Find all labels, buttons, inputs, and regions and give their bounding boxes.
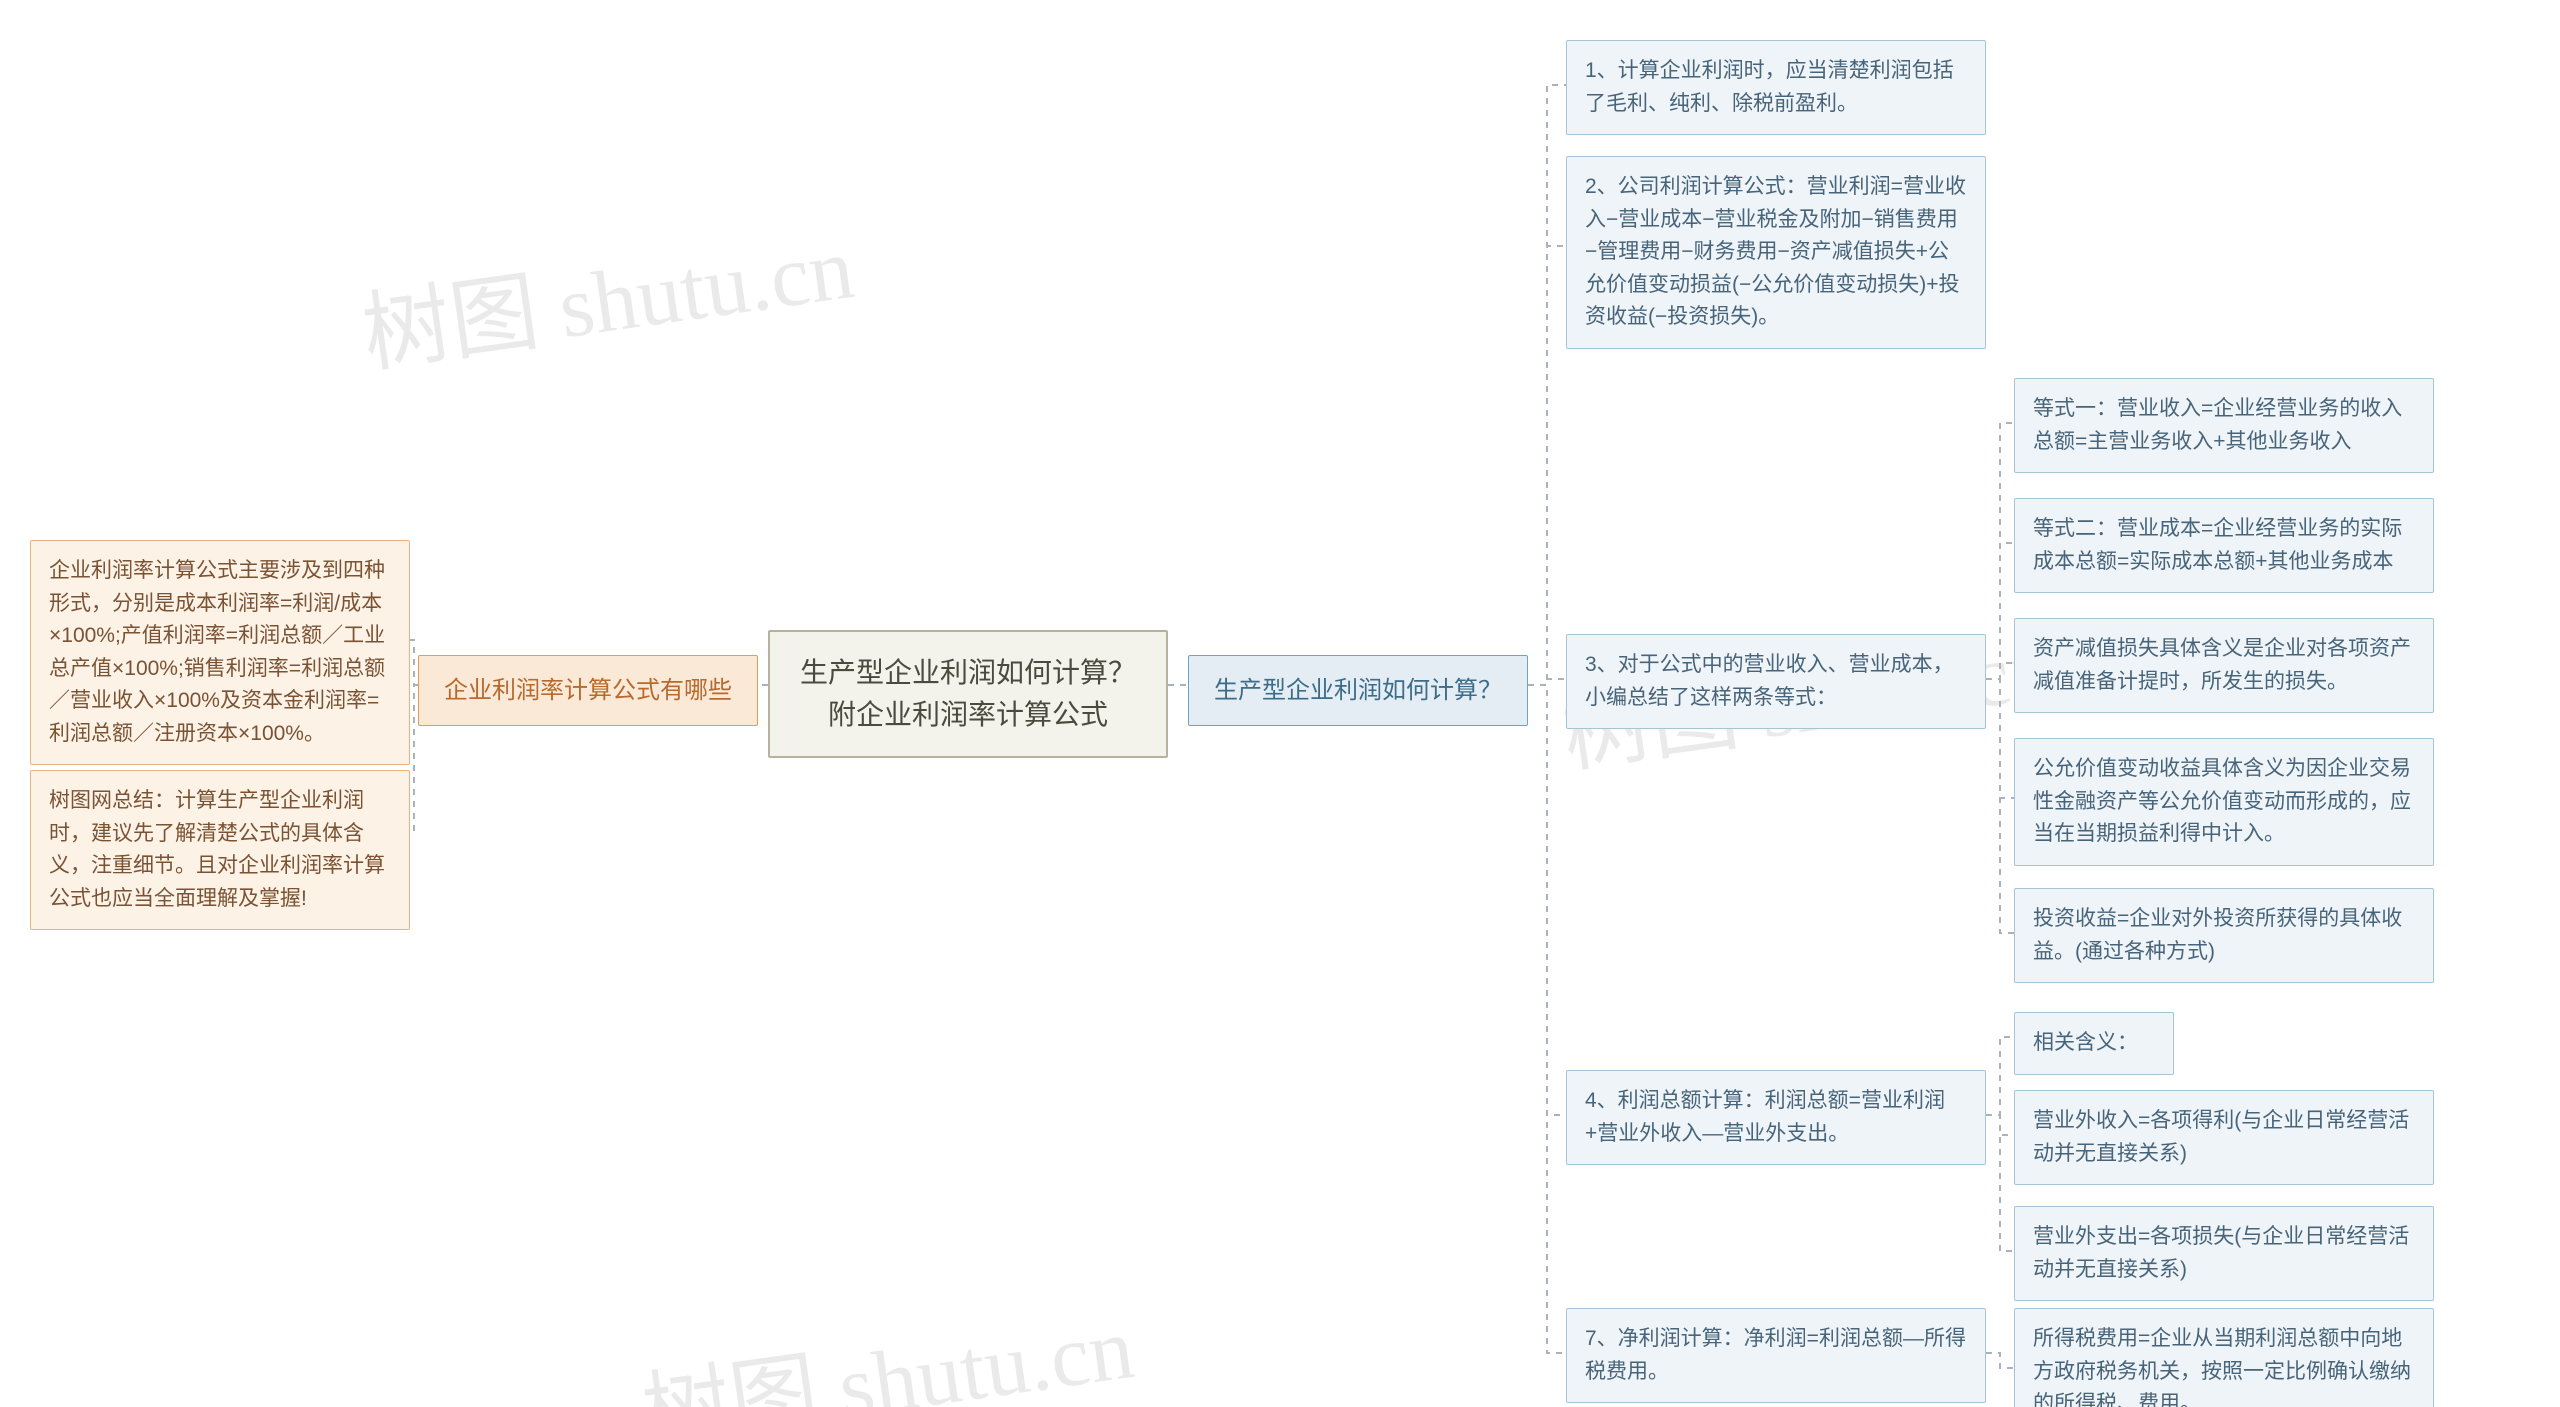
branch-right-how-to-calculate[interactable]: 生产型企业利润如何计算？ [1188,655,1528,726]
watermark: 树图 shutu.cn [354,196,861,390]
center-node[interactable]: 生产型企业利润如何计算？附企业利润率计算公式 [768,630,1168,758]
r4-child-2[interactable]: 营业外支出=各项损失(与企业日常经营活动并无直接关系) [2014,1206,2434,1301]
r7-child-0[interactable]: 所得税费用=企业从当期利润总额中向地方政府税务机关，按照一定比例确认缴纳的所得税… [2014,1308,2434,1407]
r3-child-3[interactable]: 公允价值变动收益具体含义为因企业交易性金融资产等公允价值变动而形成的，应当在当期… [2014,738,2434,866]
right-leaf-4[interactable]: 4、利润总额计算：利润总额=营业利润+营业外收入—营业外支出。 [1566,1070,1986,1165]
right-leaf-2[interactable]: 2、公司利润计算公式：营业利润=营业收入−营业成本−营业税金及附加−销售费用−管… [1566,156,1986,349]
branch-left-profit-rate-formulas[interactable]: 企业利润率计算公式有哪些 [418,655,758,726]
r4-child-0[interactable]: 相关含义： [2014,1012,2174,1075]
r3-child-4[interactable]: 投资收益=企业对外投资所获得的具体收益。(通过各种方式) [2014,888,2434,983]
right-leaf-7[interactable]: 7、净利润计算：净利润=利润总额—所得税费用。 [1566,1308,1986,1403]
r3-child-2[interactable]: 资产减值损失具体含义是企业对各项资产减值准备计提时，所发生的损失。 [2014,618,2434,713]
r3-child-0[interactable]: 等式一：营业收入=企业经营业务的收入总额=主营业务收入+其他业务收入 [2014,378,2434,473]
right-leaf-3[interactable]: 3、对于公式中的营业收入、营业成本，小编总结了这样两条等式： [1566,634,1986,729]
r3-child-1[interactable]: 等式二：营业成本=企业经营业务的实际成本总额=实际成本总额+其他业务成本 [2014,498,2434,593]
left-leaf-1[interactable]: 树图网总结：计算生产型企业利润时，建议先了解清楚公式的具体含义，注重细节。且对企… [30,770,410,930]
watermark: 树图 shutu.cn [634,1276,1141,1407]
left-leaf-0[interactable]: 企业利润率计算公式主要涉及到四种形式，分别是成本利润率=利润/成本×100%;产… [30,540,410,765]
right-leaf-1[interactable]: 1、计算企业利润时，应当清楚利润包括了毛利、纯利、除税前盈利。 [1566,40,1986,135]
mindmap-canvas: 树图 shutu.cn 树图 shutu.cn 树图 shutu.cn 生产型企… [0,0,2560,1407]
r4-child-1[interactable]: 营业外收入=各项得利(与企业日常经营活动并无直接关系) [2014,1090,2434,1185]
